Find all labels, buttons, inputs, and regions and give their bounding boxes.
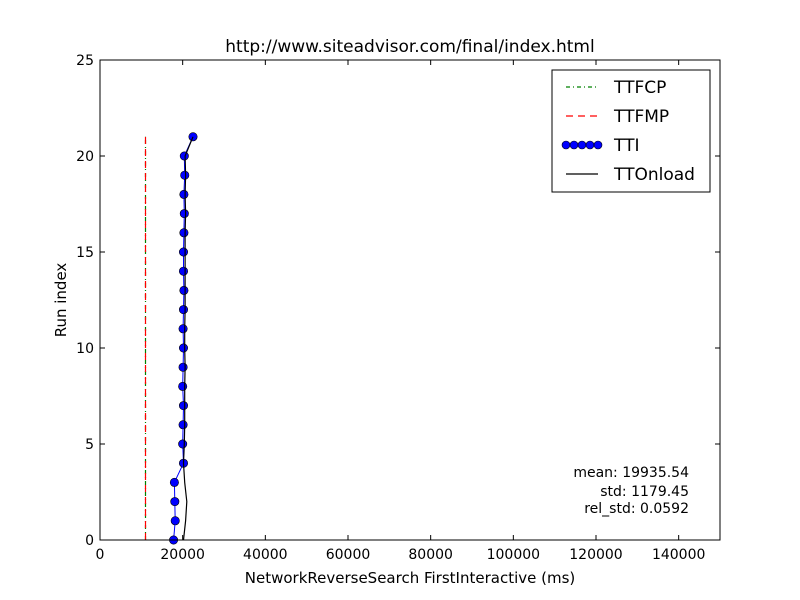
legend: TTFCP TTFMP TTI TTOnload xyxy=(551,69,711,193)
y-tick-label: 5 xyxy=(85,437,94,453)
legend-label-ttonload: TTOnload xyxy=(613,165,695,185)
y-axis-label: Run index xyxy=(52,263,70,338)
plot-series xyxy=(144,132,198,545)
x-tick-label: 120000 xyxy=(569,547,622,563)
data-point-tti xyxy=(179,209,189,219)
legend-swatch-tti-marker xyxy=(569,140,579,150)
chart-title: http://www.siteadvisor.com/final/index.h… xyxy=(225,37,594,57)
data-point-tti xyxy=(179,189,189,199)
y-tick-label: 25 xyxy=(76,53,94,69)
data-point-tti xyxy=(178,420,188,430)
data-point-tti xyxy=(178,324,188,334)
data-point-tti xyxy=(179,151,189,161)
y-tick-label: 0 xyxy=(85,533,94,549)
legend-label-ttfcp: TTFCP xyxy=(613,78,666,98)
data-point-tti xyxy=(178,266,188,276)
data-point-tti xyxy=(178,381,188,391)
y-tick-label: 20 xyxy=(76,149,94,165)
x-tick-label: 140000 xyxy=(652,547,705,563)
x-tick-label: 20000 xyxy=(160,547,205,563)
data-point-tti xyxy=(178,439,188,449)
x-tick-label: 80000 xyxy=(408,547,453,563)
y-tick-label: 15 xyxy=(76,245,94,261)
data-point-tti xyxy=(178,305,188,315)
stat-std: std: 1179.45 xyxy=(600,484,689,500)
series-line-ttonload xyxy=(182,136,194,541)
x-axis: 0 20000 40000 60000 80000 100000 120000 140000 xyxy=(96,60,705,563)
legend-swatch-tti-marker xyxy=(593,140,603,150)
stat-rel-std: rel_std: 0.0592 xyxy=(584,501,689,517)
legend-swatch-tti-marker xyxy=(561,140,571,150)
y-axis: 0 5 10 15 20 25 xyxy=(76,53,720,549)
y-tick-label: 10 xyxy=(76,341,94,357)
legend-swatch-tti-marker xyxy=(585,140,595,150)
legend-frame xyxy=(551,69,711,193)
data-point-tti xyxy=(169,477,179,487)
x-tick-label: 100000 xyxy=(487,547,540,563)
x-tick-label: 40000 xyxy=(243,547,288,563)
stat-mean: mean: 19935.54 xyxy=(573,465,689,481)
data-point-tti xyxy=(170,497,180,507)
x-axis-label: NetworkReverseSearch FirstInteractive (m… xyxy=(245,569,576,587)
data-point-tti xyxy=(170,516,180,526)
data-point-tti xyxy=(180,170,190,180)
data-point-tti xyxy=(178,401,188,411)
data-point-tti xyxy=(179,228,189,238)
legend-swatch-tti xyxy=(561,140,603,150)
legend-label-ttfmp: TTFMP xyxy=(613,107,669,127)
data-point-tti xyxy=(178,362,188,372)
plot-frame xyxy=(99,59,721,541)
legend-swatch-tti-marker xyxy=(577,140,587,150)
x-tick-label: 60000 xyxy=(326,547,371,563)
data-point-tti xyxy=(179,285,189,295)
data-point-tti xyxy=(178,247,188,257)
legend-label-tti: TTI xyxy=(613,136,639,156)
data-point-tti xyxy=(178,343,188,353)
series-line-tti xyxy=(173,136,194,541)
x-tick-label: 0 xyxy=(96,547,105,563)
